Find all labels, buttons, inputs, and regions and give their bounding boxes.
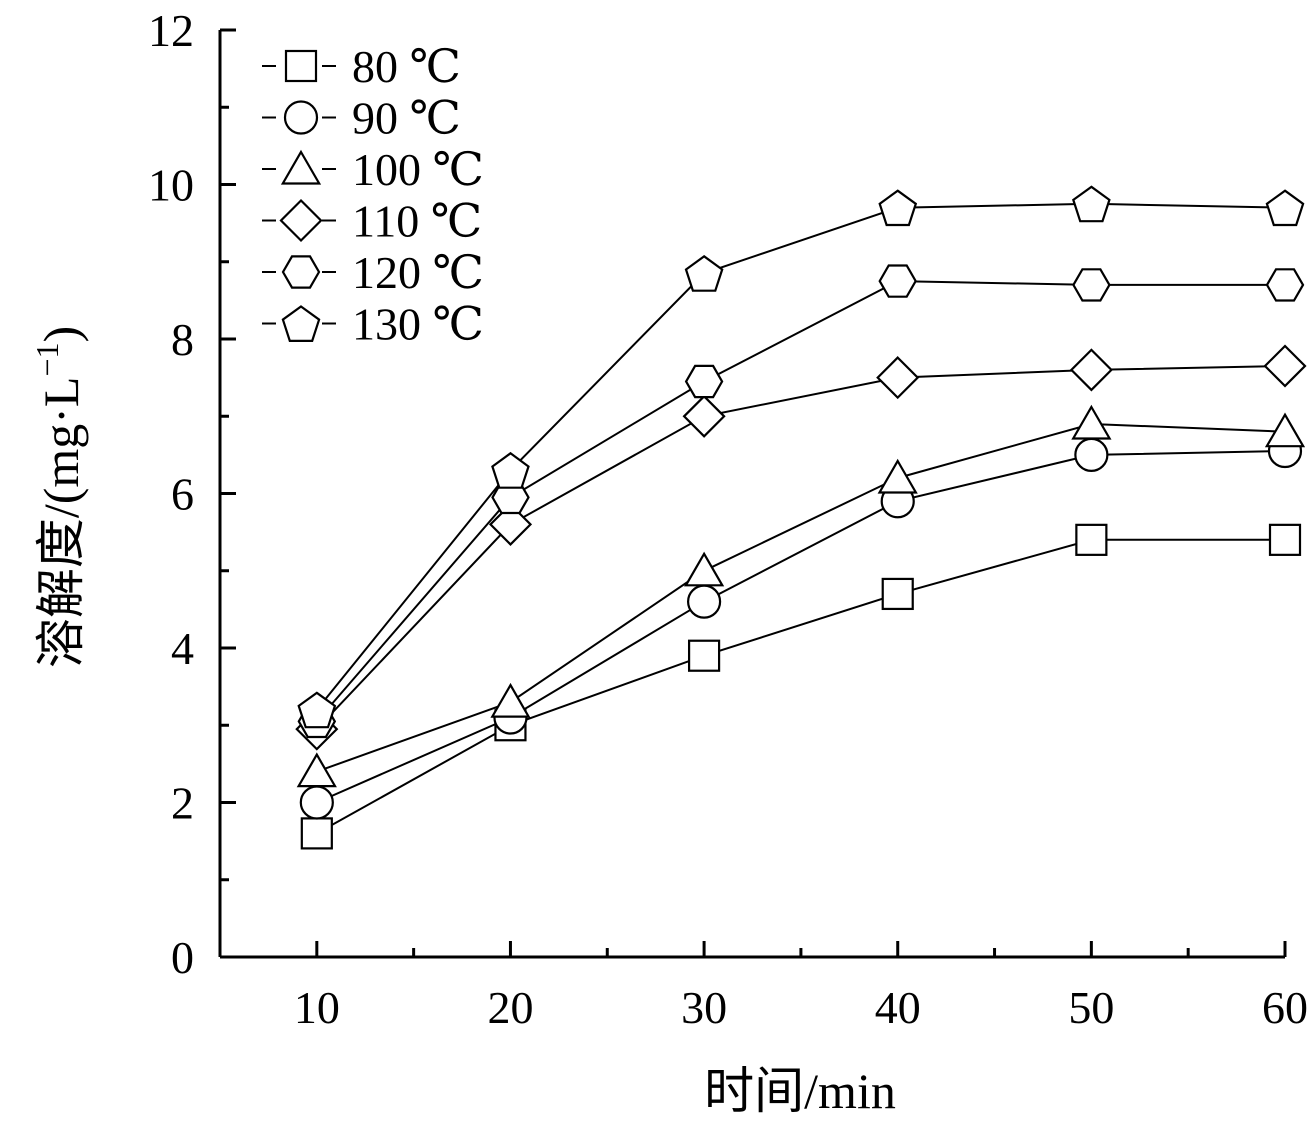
x-tick-label: 20: [487, 982, 533, 1033]
data-point-diamond: [488, 502, 533, 546]
data-point-square: [1075, 523, 1108, 556]
legend-marker-circle: [283, 100, 319, 135]
legend-label: 100 ℃: [352, 144, 484, 195]
legend-label: 110 ℃: [352, 196, 482, 247]
y-axis-label-main: 溶解度/(mg·L: [33, 377, 89, 669]
data-point-square: [687, 639, 721, 672]
data-point-square: [300, 817, 333, 850]
series-line-pentagon: [316, 202, 1286, 711]
data-point-hexagon: [684, 364, 724, 399]
series-markers: [295, 185, 1307, 850]
data-point-triangle: [296, 752, 337, 788]
x-tick-label: 10: [294, 982, 340, 1033]
data-point-triangle: [877, 458, 918, 494]
legend-marker-square: [284, 49, 318, 83]
data-point-hexagon: [1265, 268, 1305, 302]
data-point-hexagon: [1072, 268, 1111, 302]
data-point-square: [1268, 523, 1302, 556]
data-point-circle: [299, 785, 334, 820]
x-axis-label: 时间/min: [704, 1063, 896, 1119]
data-point-triangle: [683, 551, 725, 587]
y-tick-label: 12: [148, 5, 194, 56]
data-point-triangle: [1264, 412, 1306, 448]
data-point-diamond: [682, 394, 726, 438]
y-axis-label: 溶解度/(mg·L−1): [29, 326, 89, 668]
legend-marker-pentagon: [281, 305, 321, 342]
y-axis-label-superscript: −1: [29, 342, 65, 376]
data-point-pentagon: [684, 254, 724, 292]
data-point-pentagon: [878, 189, 918, 227]
series-line-diamond: [316, 365, 1286, 730]
y-tick-label: 8: [171, 314, 194, 365]
series-line-circle: [316, 450, 1286, 804]
series-lines: [316, 202, 1286, 835]
series-line-triangle: [316, 422, 1286, 773]
data-point-pentagon: [491, 451, 530, 489]
legend-label: 80 ℃: [352, 41, 461, 92]
legend-marker-triangle: [280, 149, 322, 185]
data-point-diamond: [876, 356, 920, 400]
data-point-hexagon: [878, 264, 917, 298]
data-point-triangle: [1071, 404, 1112, 440]
data-point-pentagon: [1072, 185, 1111, 223]
y-tick-label: 2: [171, 778, 194, 829]
ticks: [220, 28, 1287, 959]
legend-label: 120 ℃: [352, 247, 484, 298]
data-point-diamond: [1069, 348, 1113, 392]
x-tick-label: 40: [875, 982, 921, 1033]
series-line-hexagon: [316, 280, 1285, 723]
y-tick-label: 4: [171, 623, 194, 674]
data-point-circle: [686, 584, 722, 619]
tick-labels: 0 2 4 6 8 10 12 10 20 30 40 50 60: [148, 5, 1308, 1033]
legend-marker-hexagon: [281, 255, 321, 289]
data-point-circle: [1074, 437, 1109, 472]
y-axis-label-close: ): [33, 326, 89, 343]
legend-label: 130 ℃: [352, 299, 484, 350]
y-tick-label: 0: [171, 932, 194, 983]
legend-label: 90 ℃: [352, 93, 461, 144]
data-point-square: [881, 577, 914, 611]
data-point-diamond: [1263, 344, 1307, 388]
data-point-triangle: [490, 682, 531, 718]
x-tick-label: 30: [681, 982, 727, 1033]
y-tick-label: 10: [148, 160, 194, 211]
legend-marker-diamond: [279, 198, 323, 243]
x-tick-label: 50: [1068, 982, 1114, 1033]
series-line-square: [316, 538, 1285, 835]
x-tick-label: 60: [1262, 982, 1308, 1033]
y-tick-label: 6: [171, 469, 194, 520]
data-point-pentagon: [297, 691, 337, 729]
data-point-pentagon: [1265, 189, 1305, 227]
